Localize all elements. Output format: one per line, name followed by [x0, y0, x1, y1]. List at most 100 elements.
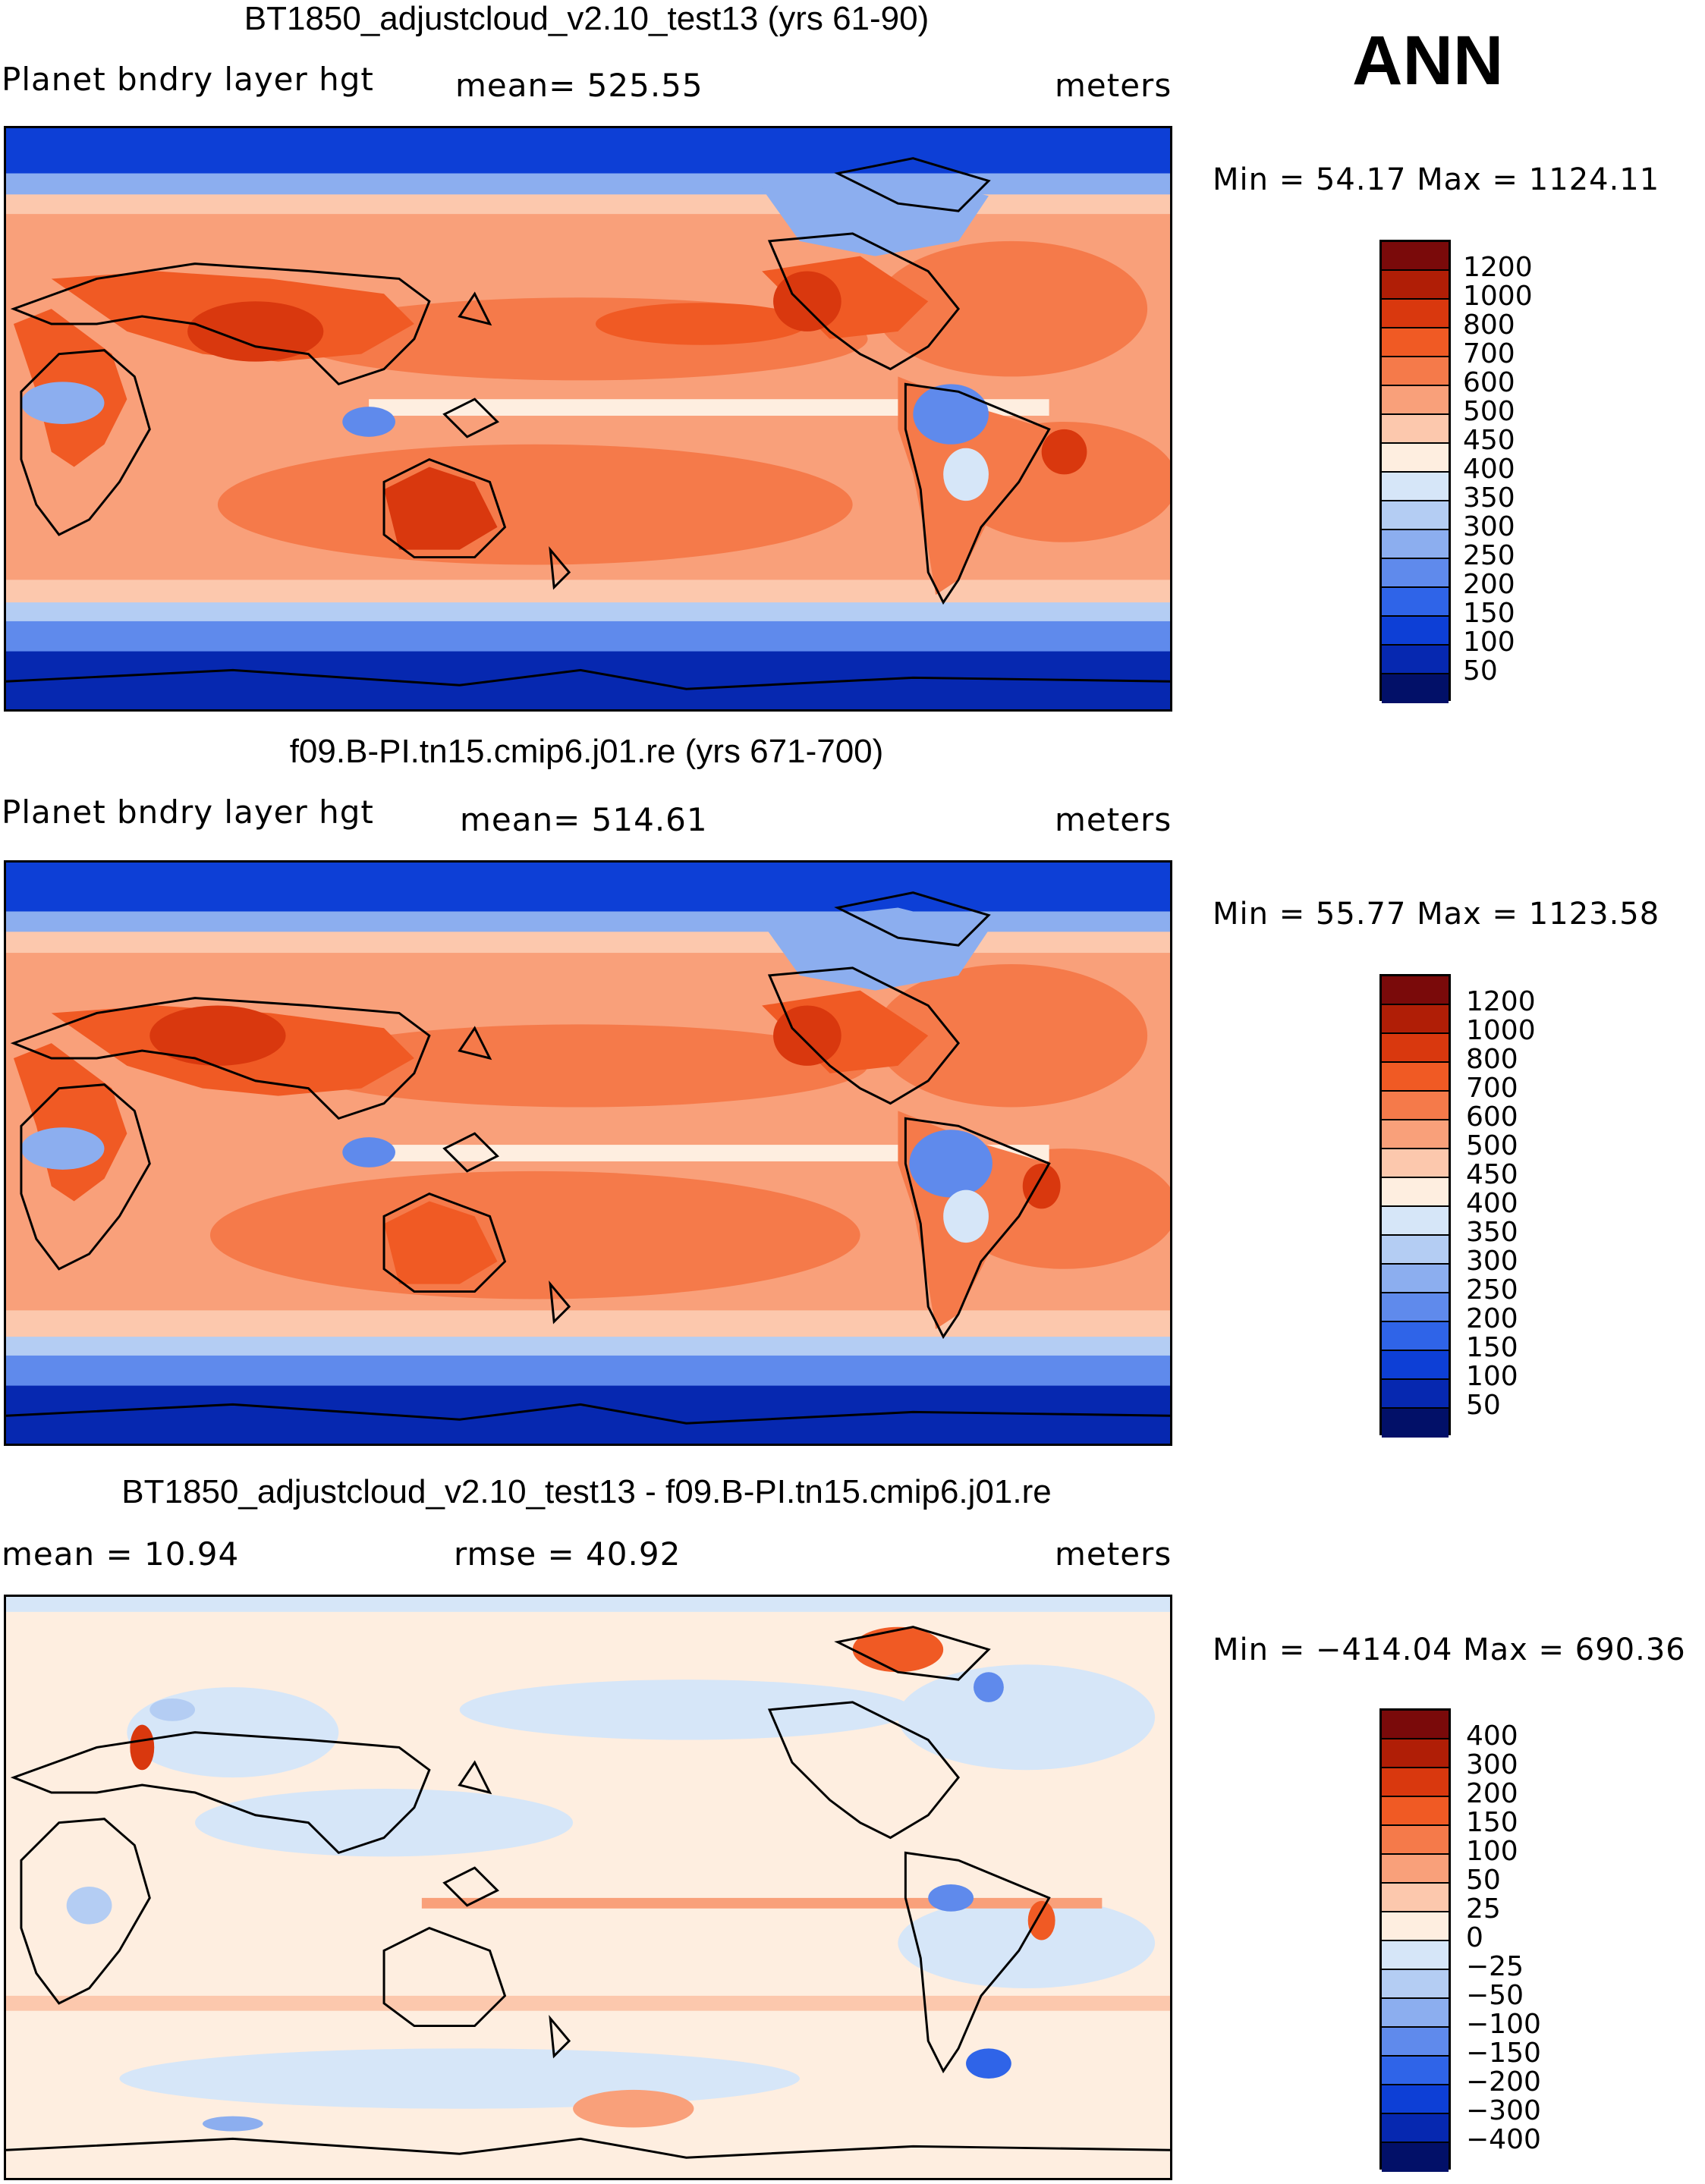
- colorbar-label: −200: [1466, 2066, 1541, 2098]
- panel3-colorbar-cell: [1382, 1711, 1449, 1739]
- colorbar-label: 400: [1466, 1188, 1518, 1219]
- colorbar-label: 450: [1463, 425, 1515, 456]
- colorbar-label: 1200: [1466, 986, 1536, 1017]
- panel3-colorbar-cell: [1382, 1855, 1449, 1884]
- colorbar-label: 600: [1466, 1101, 1518, 1133]
- panel3-colorbar-cell: [1382, 1797, 1449, 1826]
- panel2-colorbar: [1379, 974, 1451, 1438]
- panel2-map-svg: [6, 863, 1170, 1444]
- panel1-colorbar-cell: [1382, 300, 1449, 328]
- panel2-colorbar-cell: [1382, 1063, 1449, 1092]
- colorbar-label: 700: [1463, 338, 1515, 369]
- colorbar-label: 200: [1466, 1303, 1518, 1334]
- panel2-units: meters: [1055, 801, 1172, 838]
- panel3-colorbar-cell: [1382, 1739, 1449, 1768]
- colorbar-label: 200: [1463, 569, 1515, 600]
- colorbar-label: 350: [1463, 482, 1515, 514]
- colorbar-label: 50: [1466, 1390, 1501, 1421]
- panel3-colorbar-cell: [1382, 1768, 1449, 1797]
- panel1-title: BT1850_adjustcloud_v2.10_test13 (yrs 61-…: [244, 0, 930, 37]
- colorbar-label: 800: [1463, 310, 1515, 341]
- colorbar-label: 1000: [1466, 1015, 1536, 1046]
- panel3-colorbar-cell: [1382, 1826, 1449, 1855]
- panel2-variable: Planet bndry layer hgt: [2, 793, 374, 831]
- colorbar-label: −100: [1466, 2009, 1541, 2040]
- panel1-colorbar-cell: [1382, 328, 1449, 357]
- panel2-colorbar-cell: [1382, 1149, 1449, 1178]
- colorbar-label: 500: [1466, 1130, 1518, 1161]
- colorbar-label: 400: [1463, 454, 1515, 485]
- panel3-colorbar: [1379, 1708, 1451, 2172]
- colorbar-label: 100: [1466, 1836, 1518, 1867]
- panel3-colorbar-cell: [1382, 1999, 1449, 2028]
- panel1-map: [4, 126, 1172, 712]
- panel2-mean: mean= 514.61: [460, 801, 708, 838]
- panel3-colorbar-cell: [1382, 2028, 1449, 2057]
- panel2-colorbar-cell: [1382, 1236, 1449, 1265]
- colorbar-label: 25: [1466, 1893, 1501, 1925]
- colorbar-label: −50: [1466, 1980, 1524, 2011]
- panel3-colorbar-cell: [1382, 2114, 1449, 2143]
- panel2-colorbar-cell: [1382, 1178, 1449, 1207]
- panel2-colorbar-cell: [1382, 1092, 1449, 1120]
- colorbar-label: 300: [1466, 1246, 1518, 1277]
- colorbar-label: −300: [1466, 2095, 1541, 2126]
- panel1-variable: Planet bndry layer hgt: [2, 61, 374, 98]
- panel1-colorbar-cell: [1382, 242, 1449, 271]
- panel3-title: BT1850_adjustcloud_v2.10_test13 - f09.B-…: [121, 1473, 1052, 1510]
- colorbar-label: 100: [1466, 1361, 1518, 1392]
- colorbar-label: 800: [1466, 1044, 1518, 1075]
- panel3-colorbar-cell: [1382, 2085, 1449, 2114]
- colorbar-label: 150: [1463, 598, 1515, 629]
- panel1-colorbar-cell: [1382, 357, 1449, 386]
- colorbar-label: −150: [1466, 2038, 1541, 2069]
- panel3-rmse: rmse = 40.92: [454, 1535, 681, 1573]
- panel3-minmax: Min = −414.04 Max = 690.36: [1213, 1633, 1686, 1667]
- panel1-colorbar-cell: [1382, 674, 1449, 703]
- colorbar-label: 250: [1463, 540, 1515, 571]
- colorbar-label: 0: [1466, 1922, 1483, 1953]
- panel1-colorbar-cell: [1382, 444, 1449, 473]
- panel1-colorbar-cell: [1382, 559, 1449, 588]
- colorbar-label: 600: [1463, 367, 1515, 398]
- panel2-colorbar-cell: [1382, 1207, 1449, 1236]
- panel1-colorbar-cell: [1382, 617, 1449, 646]
- panel3-map: [4, 1595, 1172, 2180]
- colorbar-label: 1000: [1463, 281, 1533, 312]
- colorbar-label: 50: [1466, 1865, 1501, 1896]
- panel1-colorbar-cell: [1382, 386, 1449, 415]
- panel2-colorbar-cell: [1382, 1322, 1449, 1351]
- panel3-colorbar-cell: [1382, 1970, 1449, 1999]
- panel2-colorbar-cell: [1382, 1409, 1449, 1438]
- colorbar-label: 150: [1466, 1807, 1518, 1838]
- panel3-colorbar-cell: [1382, 2057, 1449, 2085]
- panel2-minmax: Min = 55.77 Max = 1123.58: [1213, 897, 1660, 932]
- panel2-colorbar-cell: [1382, 1265, 1449, 1293]
- panel3-colorbar-cell: [1382, 1912, 1449, 1941]
- colorbar-label: 300: [1463, 511, 1515, 542]
- colorbar-label: 100: [1463, 627, 1515, 658]
- colorbar-label: 400: [1466, 1720, 1518, 1752]
- panel3-mean: mean = 10.94: [2, 1535, 240, 1573]
- panel1-units: meters: [1055, 67, 1172, 104]
- panel2-colorbar-cell: [1382, 1034, 1449, 1063]
- panel2-title: f09.B-PI.tn15.cmip6.j01.re (yrs 671-700): [289, 733, 884, 770]
- panel1-colorbar-cell: [1382, 415, 1449, 444]
- colorbar-label: 200: [1466, 1778, 1518, 1809]
- colorbar-label: 300: [1466, 1749, 1518, 1780]
- panel3-map-svg: [6, 1597, 1170, 2178]
- panel3-colorbar-cell: [1382, 1884, 1449, 1912]
- panel3-colorbar-cell: [1382, 2143, 1449, 2172]
- panel3-colorbar-cell: [1382, 1941, 1449, 1970]
- panel2-map: [4, 860, 1172, 1446]
- colorbar-label: −400: [1466, 2124, 1541, 2155]
- panel1-colorbar-cell: [1382, 530, 1449, 559]
- colorbar-label: 700: [1466, 1073, 1518, 1104]
- colorbar-label: −25: [1466, 1951, 1524, 1982]
- panel1-map-svg: [6, 128, 1170, 709]
- colorbar-label: 500: [1463, 396, 1515, 427]
- panel1-mean: mean= 525.55: [455, 67, 703, 104]
- panel3-units: meters: [1055, 1535, 1172, 1573]
- panel2-colorbar-cell: [1382, 1380, 1449, 1409]
- colorbar-label: 1200: [1463, 252, 1533, 283]
